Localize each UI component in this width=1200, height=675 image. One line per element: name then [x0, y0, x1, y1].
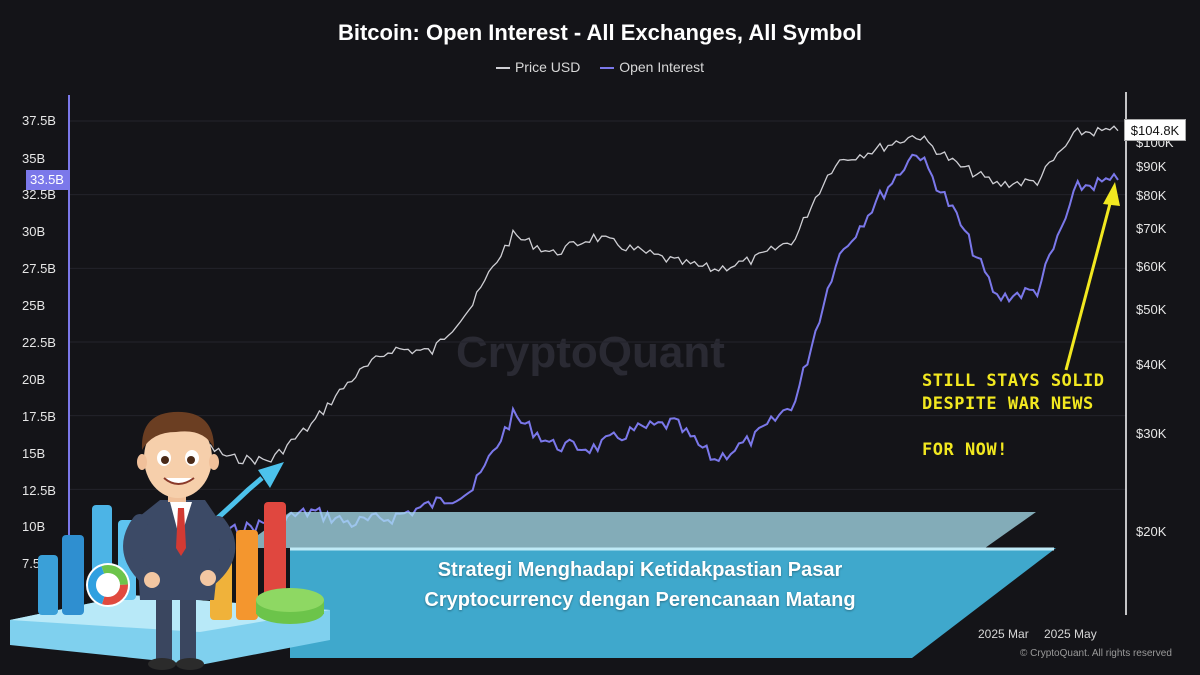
watermark: CryptoQuant — [456, 328, 725, 377]
current-price-badge: $104.8K — [1124, 119, 1186, 141]
face — [144, 418, 212, 498]
left-tick-label: 22.5B — [22, 335, 56, 350]
hair — [141, 411, 214, 450]
chart-legend: Price USD Open Interest — [0, 59, 1200, 75]
annotation-line-2: DESPITE WAR NEWS — [922, 394, 1094, 414]
price-line — [149, 125, 1119, 466]
left-tick-label: 25B — [22, 298, 46, 313]
right-tick-label: $50K — [1136, 302, 1167, 317]
x-tick-label: 2025 Mar — [978, 627, 1029, 641]
annotation-line-3: FOR NOW! — [922, 440, 1008, 460]
right-tick-label: $30K — [1136, 426, 1167, 441]
banner-title-line-2: Cryptocurrency dengan Perencanaan Matang — [424, 589, 856, 611]
up-arrow — [208, 476, 264, 527]
legend-price: Price USD — [495, 59, 581, 75]
banner-title-line-1: Strategi Menghadapi Ketidakpastian Pasar — [437, 559, 843, 581]
right-tick-label: $80K — [1136, 188, 1167, 203]
legend-price-label: Price USD — [514, 59, 581, 75]
open-interest-line — [149, 153, 1119, 538]
legend-oi-label: Open Interest — [619, 59, 705, 75]
left-tick-label: 15B — [22, 446, 46, 461]
businessman-illustration — [10, 411, 330, 670]
left-tick-label: 32.5B — [22, 187, 56, 202]
right-tick-label: $90K — [1136, 159, 1167, 174]
bar-blue-2 — [62, 535, 84, 615]
left-tick-label: 17.5B — [22, 409, 56, 424]
annotation-line-1: STILL STAYS SOLID — [922, 371, 1105, 391]
tie — [176, 508, 186, 556]
left-tick-label: 20B — [22, 372, 46, 387]
annotation-arrow — [1064, 182, 1120, 371]
grid-layer — [69, 120, 1126, 490]
left-tick-label: 27.5B — [22, 261, 56, 276]
right-tick-label: $70K — [1136, 221, 1167, 236]
right-tick-label: $20K — [1136, 524, 1167, 539]
bar-blue-1 — [38, 555, 58, 615]
left-tick-label: 30B — [22, 224, 46, 239]
current-oi-badge: 33.5B — [26, 170, 68, 190]
legend-price-swatch — [495, 67, 510, 70]
right-tick-label: $40K — [1136, 357, 1167, 372]
left-tick-label: 10B — [22, 519, 46, 534]
chart-title: Bitcoin: Open Interest - All Exchanges, … — [337, 20, 862, 45]
bar-orange — [236, 530, 258, 620]
right-tick-label: $60K — [1136, 259, 1167, 274]
x-tick-label: 2025 May — [1044, 627, 1097, 641]
left-tick-label: 35B — [22, 151, 46, 166]
left-tick-label: 12.5B — [22, 483, 56, 498]
banner-main-strip — [290, 548, 1056, 658]
legend-open-interest: Open Interest — [600, 59, 704, 75]
copyright: © CryptoQuant. All rights reserved — [1020, 648, 1172, 659]
banner-back-strip — [240, 512, 1036, 548]
legend-oi-swatch — [600, 67, 615, 70]
left-tick-label: 37.5B — [22, 113, 56, 128]
